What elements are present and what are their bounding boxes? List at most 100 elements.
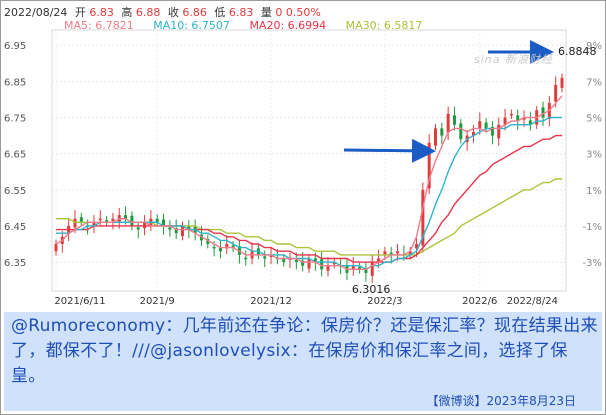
arrow-annotation xyxy=(343,138,436,163)
candle-body xyxy=(509,113,513,116)
candle-body xyxy=(434,128,437,146)
pct-tick-label: 1% xyxy=(586,186,602,197)
candle-body xyxy=(155,218,159,223)
candle-body xyxy=(427,142,431,189)
candle-body xyxy=(459,123,463,140)
y-tick-label: 6.85 xyxy=(4,77,26,88)
candle-body xyxy=(528,120,532,125)
change-value: 0.50% xyxy=(285,6,321,19)
y-tick-label: 6.75 xyxy=(4,114,26,125)
candle-body xyxy=(79,217,83,223)
candle-body xyxy=(516,115,520,122)
candle-body xyxy=(490,126,494,136)
candle-body xyxy=(111,218,115,221)
x-tick-label: 2021/6/11 xyxy=(54,296,105,307)
high-annotation: 6.8848 xyxy=(558,45,597,58)
candle-body xyxy=(440,128,444,136)
candle-body xyxy=(383,251,387,256)
candle-body xyxy=(364,267,368,273)
candle-body xyxy=(408,251,412,255)
candle-body xyxy=(92,222,96,226)
candle-body xyxy=(231,245,235,248)
watermark-sina: sina 新浪财经 xyxy=(474,53,553,66)
ma20-line xyxy=(56,134,562,263)
high-value: 6.88 xyxy=(135,6,161,19)
y-tick-label: 6.95 xyxy=(4,41,26,52)
candle-body xyxy=(358,267,362,270)
candle-body xyxy=(130,215,134,226)
pct-tick-label: 3% xyxy=(586,150,602,161)
caption-text: @Rumoreconomy：几年前还在争论：保房价？还是保汇率？现在结果出来了，… xyxy=(11,316,598,386)
x-tick-label: 2022/6 xyxy=(462,296,497,307)
candle-body xyxy=(484,122,488,129)
pct-tick-label: -1% xyxy=(583,222,602,233)
candle-body xyxy=(326,265,330,271)
candle-body xyxy=(105,220,109,223)
candle-body xyxy=(98,218,102,221)
caption-box: @Rumoreconomy：几年前还在争论：保房价？还是保汇率？现在结果出来了，… xyxy=(4,312,602,411)
open-value: 6.83 xyxy=(89,6,114,19)
candle-body xyxy=(541,107,545,118)
legend-ma20: MA20: 6.6994 xyxy=(249,19,327,32)
candle-body xyxy=(269,254,273,258)
candle-body xyxy=(313,258,317,263)
candle-body xyxy=(174,228,178,234)
y-tick-label: 6.55 xyxy=(4,186,26,197)
candle-body xyxy=(206,238,210,245)
volume-label: 量 xyxy=(260,6,272,19)
candle-body xyxy=(554,84,558,102)
plot-border xyxy=(51,29,567,292)
close-value: 6.86 xyxy=(182,6,207,19)
candle-body xyxy=(377,258,381,263)
candle-body xyxy=(452,115,456,125)
volume-value: 0 xyxy=(275,6,283,19)
candle-body xyxy=(136,227,140,230)
candle-body xyxy=(181,225,184,237)
candle-body xyxy=(320,259,324,270)
close-label: 收 xyxy=(167,6,179,19)
candle-body xyxy=(124,215,128,219)
x-tick-label: 2022/8/24 xyxy=(507,296,558,307)
candle-body xyxy=(560,77,564,88)
candle-body xyxy=(421,189,425,246)
candle-body xyxy=(244,257,248,260)
candle-body xyxy=(162,219,166,226)
legend-ma30: MA30: 6.5817 xyxy=(345,19,423,32)
caption-source: 【微博谈】2023年8月23日 xyxy=(426,394,576,408)
candle-body xyxy=(415,244,419,249)
pct-tick-label: 9% xyxy=(586,41,602,52)
candle-body xyxy=(446,113,450,133)
candle-body xyxy=(497,124,501,139)
candle-body xyxy=(212,246,216,249)
high-label: 高 xyxy=(121,6,133,19)
pct-tick-label: 7% xyxy=(586,77,602,88)
ma5-line xyxy=(55,95,563,270)
candlestick-chart: 6.95 9% 6.85 7% 6.75 5% 6.65 3% 6.55 1% 6.45 -1% 6.3… xyxy=(4,29,602,307)
pct-tick-label: -3% xyxy=(583,258,602,269)
quote-date: 2022/08/24 xyxy=(4,6,68,19)
candle-body xyxy=(54,244,58,252)
low-label: 低 xyxy=(214,6,226,19)
candle-body xyxy=(522,117,526,120)
low-value: 6.83 xyxy=(228,6,254,19)
open-label: 开 xyxy=(74,6,86,19)
ma-legend: MA5: 6.7821 MA10: 6.7507 MA20: 6.6994 MA… xyxy=(64,19,438,32)
candle-body xyxy=(396,251,400,254)
candle-body xyxy=(478,121,482,130)
ma10-line xyxy=(56,116,562,271)
low-annotation: 6.3016 xyxy=(352,283,391,296)
x-tick-label: 2022/3 xyxy=(367,296,402,307)
y-tick-label: 6.35 xyxy=(4,258,26,269)
candle-body xyxy=(168,227,172,230)
candle-body xyxy=(282,258,286,263)
candle-body xyxy=(218,247,222,252)
candle-body xyxy=(73,218,77,228)
x-tick-label: 2021/9 xyxy=(140,296,175,307)
legend-ma5: MA5: 6.7821 xyxy=(64,19,134,32)
candle-body xyxy=(225,244,229,249)
x-tick-label: 2021/12 xyxy=(250,296,292,307)
candle-body xyxy=(301,260,305,266)
quote-line: 2022/08/24 开 6.83 高 6.88 收 6.86 低 6.83 量… xyxy=(4,4,321,20)
candle-body xyxy=(294,259,298,263)
candle-body xyxy=(288,258,292,260)
